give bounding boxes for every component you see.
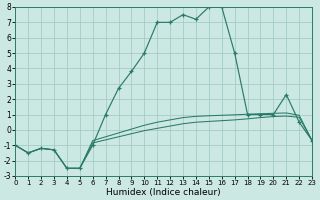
X-axis label: Humidex (Indice chaleur): Humidex (Indice chaleur) <box>106 188 221 197</box>
